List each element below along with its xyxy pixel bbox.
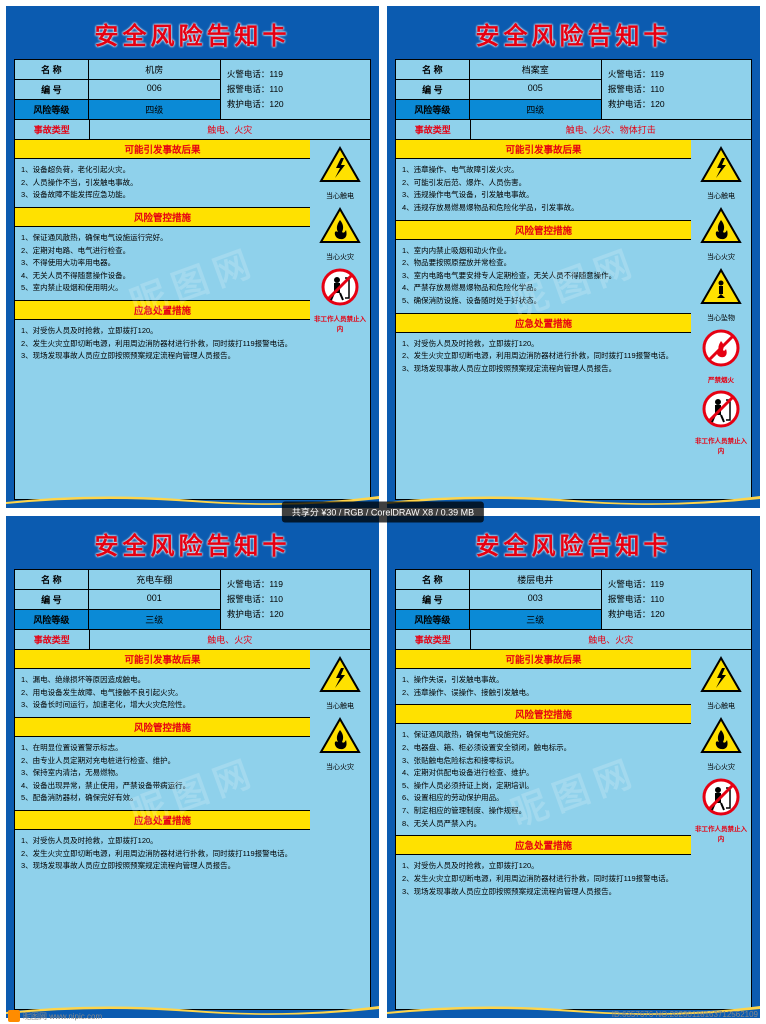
warning-icons-column: 当心触电当心火灾 <box>310 650 370 1009</box>
section-consequence-header: 可能引发事故后果 <box>15 140 310 159</box>
section-control-body: 1、在明显位置设置警示标志。2、由专业人员定期对充电桩进行检查、维护。3、保持室… <box>15 737 310 810</box>
card-title: 安全风险告知卡 <box>387 516 760 569</box>
section-consequence-header: 可能引发事故后果 <box>15 650 310 669</box>
warning-fire-icon <box>700 207 742 245</box>
warning-icons-column: 当心触电当心火灾非工作人员禁止入内 <box>691 650 751 1009</box>
risk-card: 安全风险告知卡 昵图网 名 称充电车棚 编 号001 风险等级三级 火警电话：1… <box>6 516 379 1018</box>
field-accident: 触电、火灾、物体打击 <box>471 120 751 139</box>
field-name: 档案室 <box>470 60 601 79</box>
section-emergency-header: 应急处置措施 <box>15 300 310 320</box>
field-name: 楼层电井 <box>470 570 601 589</box>
field-code: 006 <box>89 80 220 99</box>
field-name: 机房 <box>89 60 220 79</box>
section-emergency-header: 应急处置措施 <box>396 835 691 855</box>
emergency-phones: 火警电话：119 报警电话：110 救护电话：120 <box>221 60 370 119</box>
warning-fire-icon <box>700 717 742 755</box>
warning-fire-icon <box>319 207 361 245</box>
section-emergency-body: 1、对受伤人员及时抢救，立即拨打120。2、发生火灾立即切断电源，利用周边消防器… <box>15 320 310 368</box>
field-risk: 四级 <box>470 100 601 119</box>
warning-icons-column: 当心触电当心火灾非工作人员禁止入内 <box>310 140 370 499</box>
field-name: 充电车棚 <box>89 570 220 589</box>
section-consequence-header: 可能引发事故后果 <box>396 650 691 669</box>
prohibit-noentry-icon <box>702 390 740 428</box>
tooltip: 共享分 ¥30 / RGB / CorelDRAW X8 / 0.39 MB <box>282 502 484 523</box>
card-title: 安全风险告知卡 <box>6 516 379 569</box>
field-code: 001 <box>89 590 220 609</box>
field-accident: 触电、火灾 <box>90 120 370 139</box>
section-control-header: 风险管控措施 <box>15 207 310 227</box>
site-logo <box>8 1010 20 1022</box>
emergency-phones: 火警电话：119 报警电话：110 救护电话：120 <box>602 60 751 119</box>
card-title: 安全风险告知卡 <box>6 6 379 59</box>
warning-shock-icon <box>700 656 742 694</box>
section-control-body: 1、保证通风散热，确保电气设施运行完好。2、定期对电路、电气进行检查。3、不得使… <box>15 227 310 300</box>
section-consequence-header: 可能引发事故后果 <box>396 140 691 159</box>
field-risk: 四级 <box>89 100 220 119</box>
emergency-phones: 火警电话：119 报警电话：110 救护电话：120 <box>221 570 370 629</box>
section-emergency-body: 1、对受伤人员及时抢救，立即拨打120。2、发生火灾立即切断电源，利用周边消防器… <box>396 855 691 903</box>
section-consequence-body: 1、漏电、绝缘损坏等原因造成触电。2、用电设备发生故障、电气接触不良引起火灾。3… <box>15 669 310 717</box>
card-title: 安全风险告知卡 <box>387 6 760 59</box>
warning-fire-icon <box>319 717 361 755</box>
field-accident: 触电、火灾 <box>90 630 370 649</box>
warning-fall-icon <box>700 268 742 306</box>
section-emergency-body: 1、对受伤人员及时抢救，立即拨打120。2、发生火灾立即切断电源，利用周边消防器… <box>396 333 691 381</box>
warning-shock-icon <box>700 146 742 184</box>
section-control-header: 风险管控措施 <box>15 717 310 737</box>
warning-shock-icon <box>319 656 361 694</box>
warning-icons-column: 当心触电当心火灾当心坠物严禁烟火非工作人员禁止入内 <box>691 140 751 499</box>
field-risk: 三级 <box>470 610 601 629</box>
section-emergency-header: 应急处置措施 <box>15 810 310 830</box>
risk-card: 安全风险告知卡 昵图网 名 称档案室 编 号005 风险等级四级 火警电话：11… <box>387 6 760 508</box>
risk-card: 安全风险告知卡 昵图网 名 称机房 编 号006 风险等级四级 火警电话：119… <box>6 6 379 508</box>
section-consequence-body: 1、设备超负荷，老化引起火灾。2、人员操作不当，引发触电事故。3、设备故障不能发… <box>15 159 310 207</box>
section-control-body: 1、保证通风散热，确保电气设施完好。2、电器盘、箱、柜必须设置安全锁闭，触电标示… <box>396 724 691 835</box>
section-control-body: 1、室内内禁止吸烟和动火作业。2、物品要按照原摆放并常检查。3、室内电路电气要安… <box>396 240 691 313</box>
section-consequence-body: 1、操作失误，引发触电事故。2、违章操作、误操作、接触引发触电。 <box>396 669 691 704</box>
section-emergency-header: 应急处置措施 <box>396 313 691 333</box>
prohibit-noentry-icon <box>702 778 740 816</box>
field-code: 005 <box>470 80 601 99</box>
section-emergency-body: 1、对受伤人员及时抢救，立即拨打120。2、发生火灾立即切断电源，利用周边消防器… <box>15 830 310 878</box>
field-code: 003 <box>470 590 601 609</box>
risk-card: 安全风险告知卡 昵图网 名 称楼层电井 编 号003 风险等级三级 火警电话：1… <box>387 516 760 1018</box>
section-consequence-body: 1、违章操作、电气故障引发火灾。2、可能引发后范、爆炸、人员伤害。3、违规操作电… <box>396 159 691 220</box>
emergency-phones: 火警电话：119 报警电话：110 救护电话：120 <box>602 570 751 629</box>
footer: 昵图网 www.nipic.com ID:6357676 NO:20230118… <box>8 1010 758 1022</box>
section-control-header: 风险管控措施 <box>396 704 691 724</box>
field-accident: 触电、火灾 <box>471 630 751 649</box>
prohibit-noflame-icon <box>702 329 740 367</box>
section-control-header: 风险管控措施 <box>396 220 691 240</box>
warning-shock-icon <box>319 146 361 184</box>
prohibit-noentry-icon <box>321 268 359 306</box>
field-risk: 三级 <box>89 610 220 629</box>
